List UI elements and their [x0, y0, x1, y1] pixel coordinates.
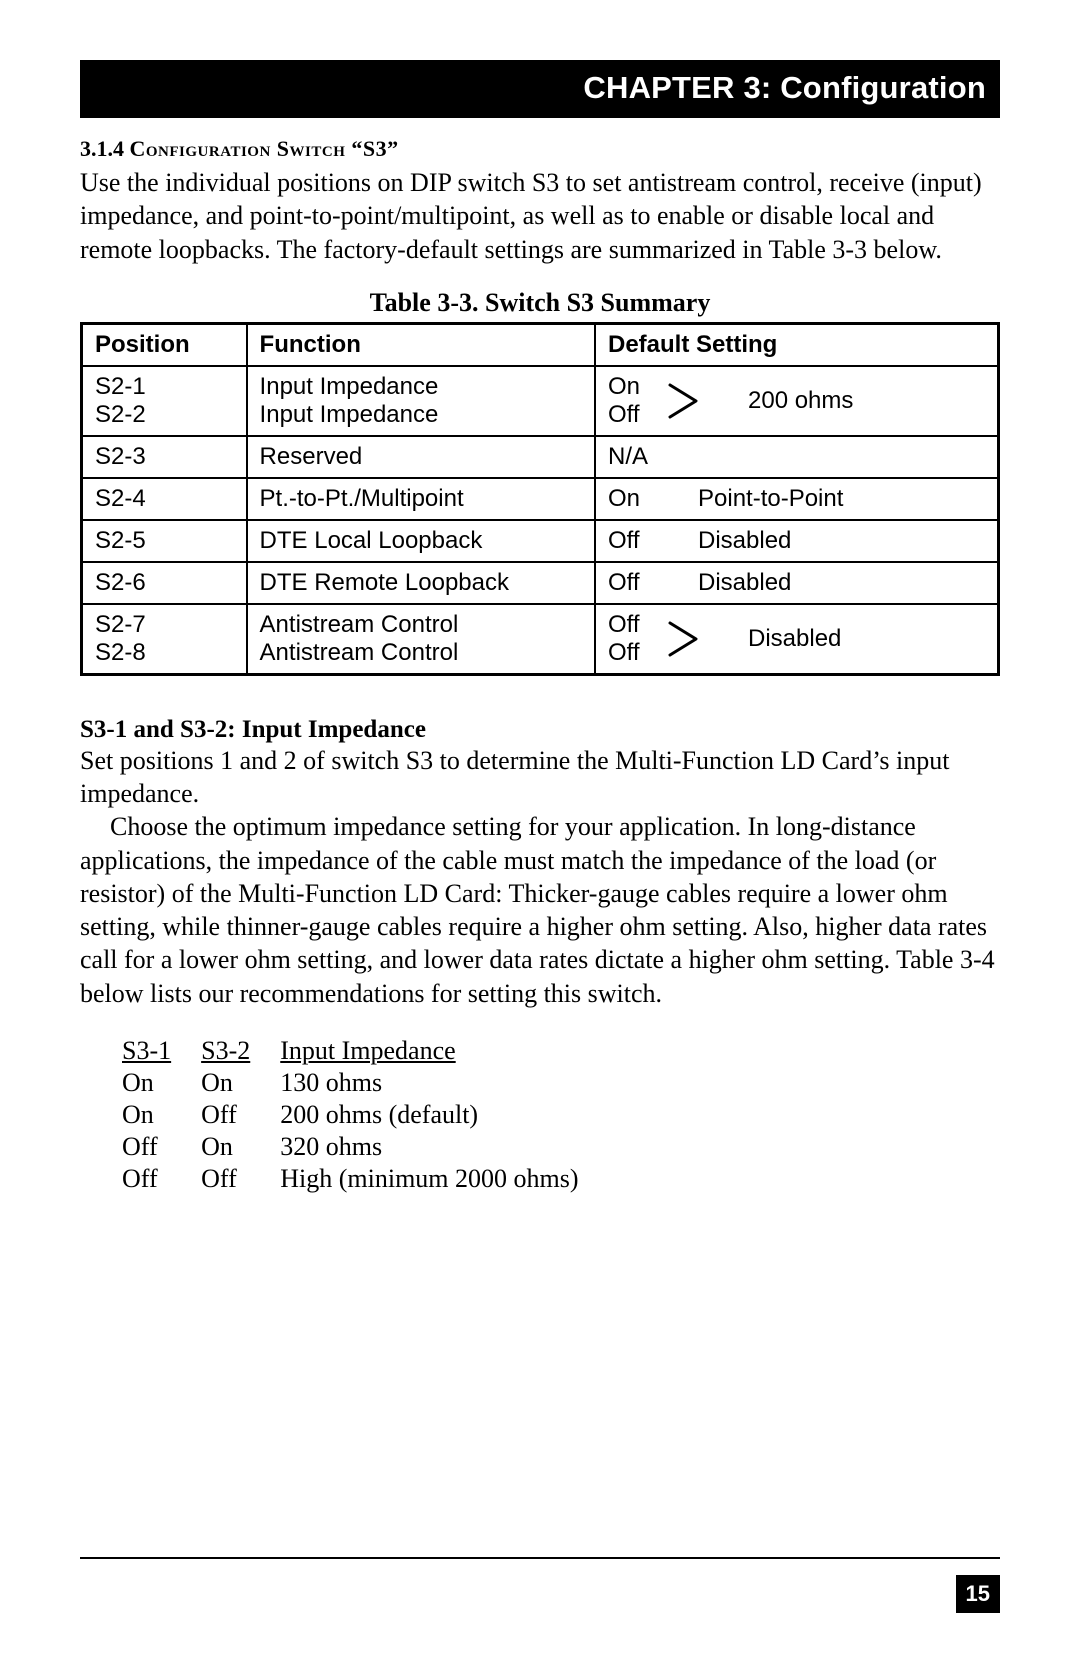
impedance-cell: Off: [122, 1132, 201, 1164]
sub-para-1: Set positions 1 and 2 of switch S3 to de…: [80, 744, 1000, 811]
sub-heading: S3-1 and S3-2: Input Impedance: [80, 716, 1000, 744]
cell-default: OffOffDisabled: [595, 604, 999, 675]
table-row: S2-1S2-2Input ImpedanceInput ImpedanceOn…: [82, 366, 999, 436]
cell-function: Input ImpedanceInput Impedance: [247, 366, 595, 436]
switch-table: Position Function Default Setting S2-1S2…: [80, 322, 1000, 676]
impedance-cell: On: [122, 1100, 201, 1132]
section-heading: 3.1.4 Configuration Switch “S3”: [80, 136, 1000, 162]
cell-default: OnPoint-to-Point: [595, 478, 999, 520]
col-default: Default Setting: [595, 323, 999, 366]
table-row: S2-5DTE Local LoopbackOffDisabled: [82, 520, 999, 562]
sub-para-2: Choose the optimum impedance setting for…: [80, 810, 1000, 1010]
imp-h0: S3-1: [122, 1036, 201, 1068]
impedance-cell: Off: [122, 1164, 201, 1196]
cell-position: S2-6: [82, 562, 247, 604]
table-header-row: Position Function Default Setting: [82, 323, 999, 366]
cell-position: S2-5: [82, 520, 247, 562]
imp-h1: S3-2: [201, 1036, 280, 1068]
impedance-cell: 320 ohms: [280, 1132, 608, 1164]
impedance-cell: High (minimum 2000 ohms): [280, 1164, 608, 1196]
footer-rule: [80, 1557, 1000, 1559]
table-row: S2-4Pt.-to-Pt./MultipointOnPoint-to-Poin…: [82, 478, 999, 520]
section-title: Configuration Switch “S3”: [130, 136, 399, 161]
cell-function: DTE Remote Loopback: [247, 562, 595, 604]
cell-function: Reserved: [247, 436, 595, 478]
impedance-cell: On: [201, 1132, 280, 1164]
imp-h2: Input Impedance: [280, 1036, 608, 1068]
section-number: 3.1.4: [80, 136, 124, 161]
cell-default: N/A: [595, 436, 999, 478]
table-row: S2-7S2-8Antistream ControlAntistream Con…: [82, 604, 999, 675]
cell-default: OffDisabled: [595, 520, 999, 562]
cell-position: S2-3: [82, 436, 247, 478]
impedance-table: S3-1 S3-2 Input Impedance OnOn130 ohmsOn…: [122, 1036, 609, 1196]
col-position: Position: [82, 323, 247, 366]
impedance-cell: Off: [201, 1164, 280, 1196]
section-intro: Use the individual positions on DIP swit…: [80, 166, 1000, 266]
cell-function: Pt.-to-Pt./Multipoint: [247, 478, 595, 520]
cell-position: S2-1S2-2: [82, 366, 247, 436]
cell-default: OnOff200 ohms: [595, 366, 999, 436]
table-row: S2-3ReservedN/A: [82, 436, 999, 478]
col-function: Function: [247, 323, 595, 366]
page-number: 15: [956, 1575, 1000, 1613]
impedance-cell: 200 ohms (default): [280, 1100, 608, 1132]
impedance-row: OnOn130 ohms: [122, 1068, 609, 1100]
bracket-icon: [668, 381, 708, 421]
impedance-row: OffOn320 ohms: [122, 1132, 609, 1164]
cell-function: Antistream ControlAntistream Control: [247, 604, 595, 675]
cell-default: OffDisabled: [595, 562, 999, 604]
chapter-header: CHAPTER 3: Configuration: [80, 60, 1000, 118]
cell-position: S2-4: [82, 478, 247, 520]
table-row: S2-6DTE Remote LoopbackOffDisabled: [82, 562, 999, 604]
impedance-row: OnOff200 ohms (default): [122, 1100, 609, 1132]
impedance-cell: On: [122, 1068, 201, 1100]
impedance-row: OffOffHigh (minimum 2000 ohms): [122, 1164, 609, 1196]
impedance-cell: On: [201, 1068, 280, 1100]
cell-function: DTE Local Loopback: [247, 520, 595, 562]
table-caption: Table 3-3. Switch S3 Summary: [80, 288, 1000, 318]
impedance-cell: Off: [201, 1100, 280, 1132]
impedance-cell: 130 ohms: [280, 1068, 608, 1100]
cell-position: S2-7S2-8: [82, 604, 247, 675]
impedance-header-row: S3-1 S3-2 Input Impedance: [122, 1036, 609, 1068]
bracket-icon: [668, 619, 708, 659]
